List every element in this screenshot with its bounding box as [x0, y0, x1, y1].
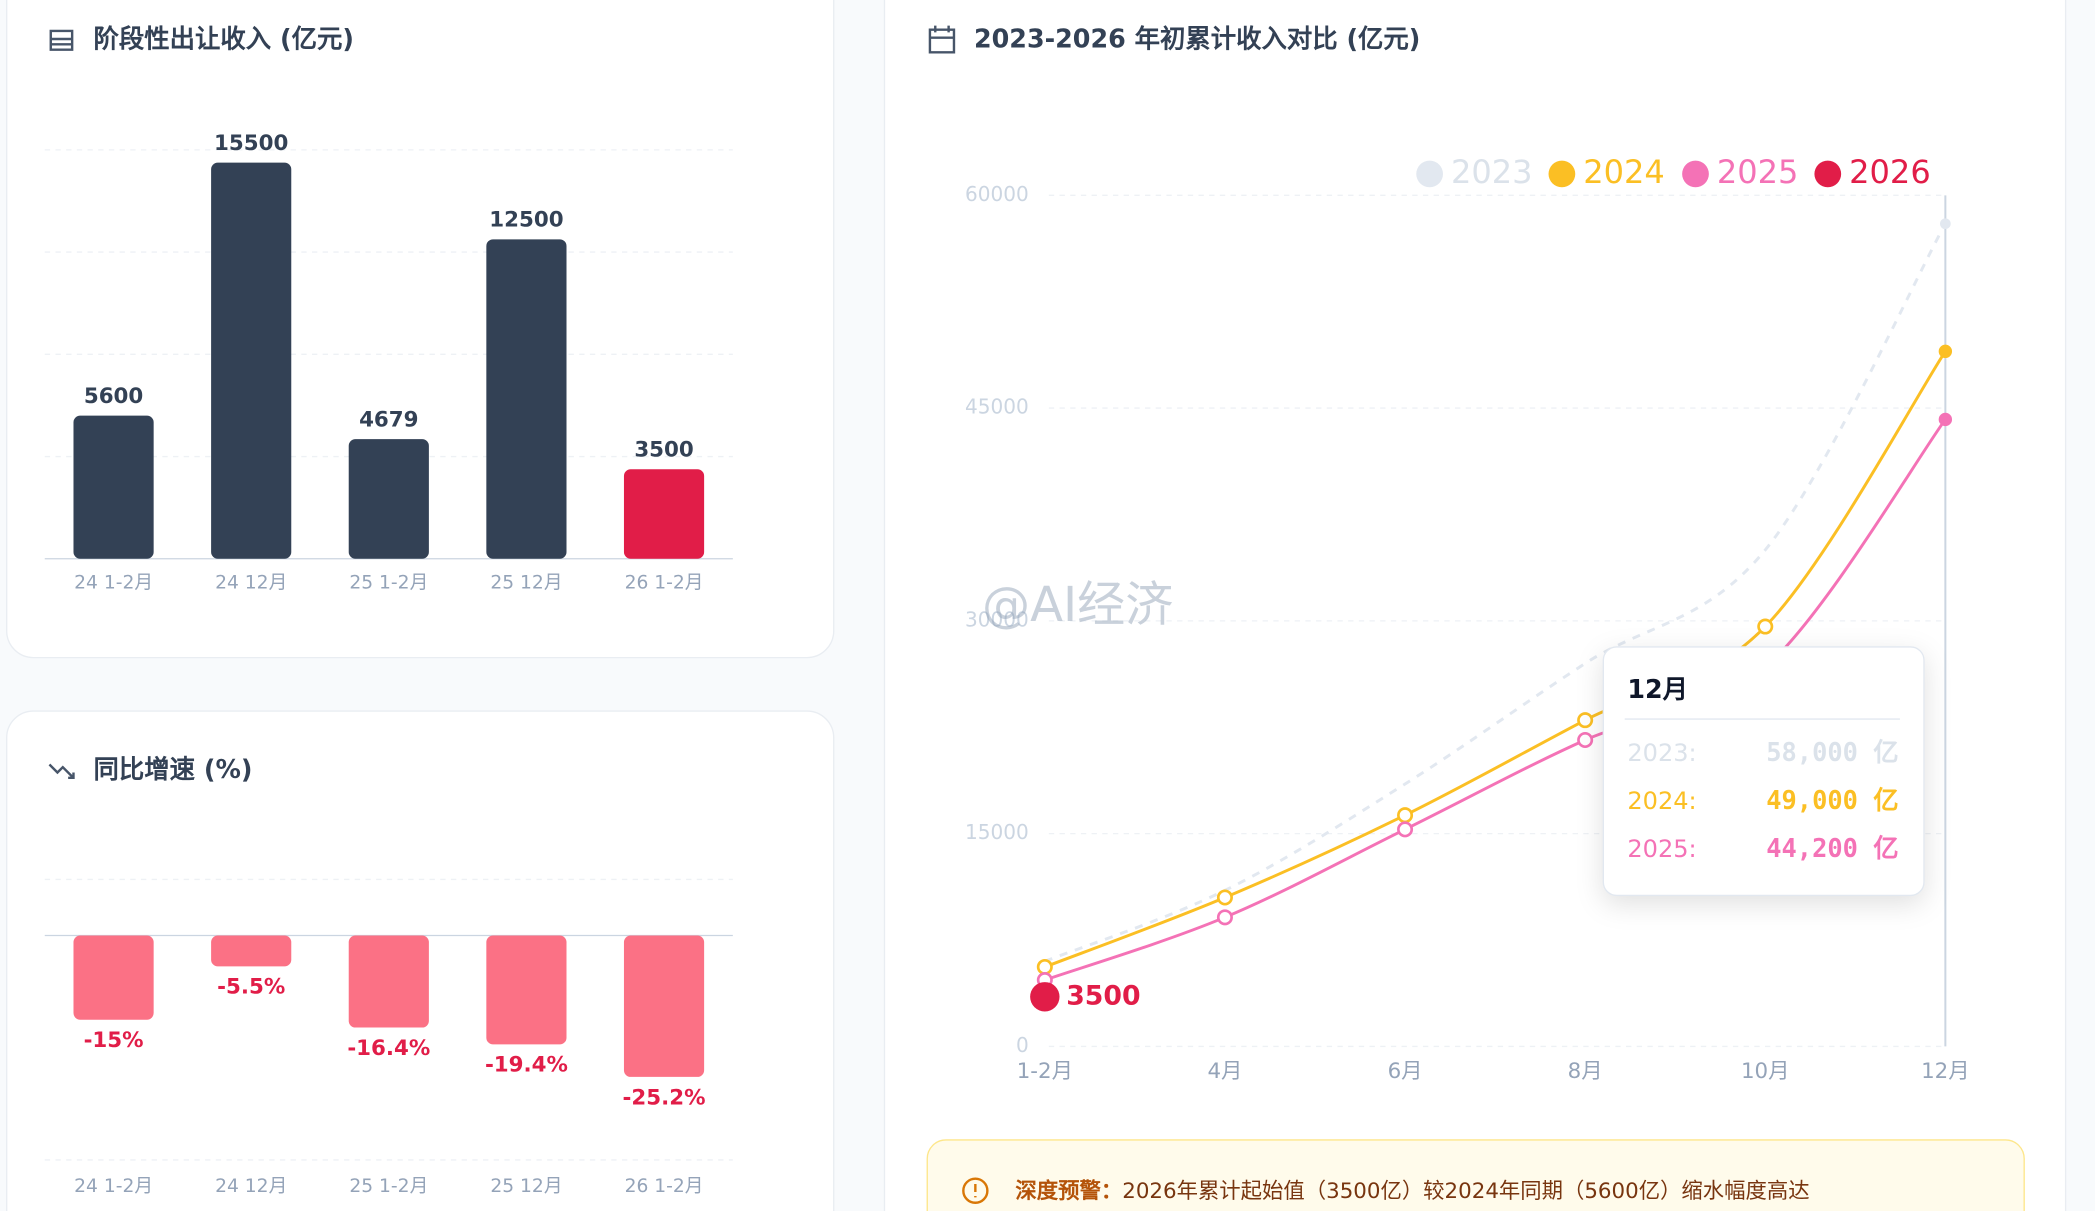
x-tick-label: 26 1-2月 [625, 1176, 704, 1197]
data-label: 3500 [1066, 980, 1140, 1011]
point [1030, 982, 1060, 1012]
data-label: 12500 [489, 208, 563, 233]
bar [211, 162, 292, 559]
point [1216, 889, 1233, 906]
x-tick-label: 24 12月 [215, 572, 287, 593]
legend-swatch [1814, 160, 1842, 188]
x-tick-label: 25 1-2月 [349, 572, 428, 593]
point [1757, 618, 1774, 635]
point [1216, 909, 1233, 926]
tooltip-title: 12月 [1627, 674, 1688, 704]
bar [623, 469, 705, 559]
bar [486, 935, 567, 1045]
x-tick-label: 4月 [1207, 1059, 1242, 1084]
x-tick-label: 24 12月 [215, 1176, 287, 1197]
tooltip-value: 44,200 亿 [1766, 833, 1898, 863]
legend-label: 2025 [1717, 153, 1799, 191]
y-tick-label: 30000 [965, 607, 1029, 631]
y-tick-label: 15000 [965, 820, 1029, 844]
plots: 5600 24 1-2月 15500 24 12月 4679 25 1-2月 12500 25… [44, 131, 1970, 1197]
x-tick-label: 10月 [1741, 1059, 1790, 1084]
icon [928, 25, 956, 54]
y-tick-label: 45000 [965, 395, 1029, 419]
x-tick-label: 24 1-2月 [74, 572, 153, 593]
legend-label: 2026 [1849, 153, 1931, 191]
x-tick-label: 8月 [1568, 1059, 1603, 1084]
icon [49, 29, 74, 51]
card [883, 0, 2067, 1211]
chart-title: 同比增速 (%) [94, 754, 253, 784]
bar [211, 935, 292, 967]
tooltip-value: 58,000 亿 [1766, 737, 1898, 767]
legend-label: 2024 [1583, 153, 1665, 191]
legend-swatch [1682, 160, 1709, 188]
x-tick-label: 24 1-2月 [74, 1176, 153, 1197]
icon [48, 763, 75, 780]
alert-label: 深度预警： [1015, 1178, 1122, 1204]
chart-title: 阶段性出让收入 (亿元) [94, 23, 354, 53]
tooltip-value: 49,000 亿 [1766, 785, 1898, 815]
bar [73, 935, 154, 1020]
y-tick-label: 60000 [965, 182, 1029, 206]
data-label: -16.4% [347, 1036, 430, 1061]
point [1577, 712, 1594, 729]
chart-title: 2023-2026 年初累计收入对比 (亿元) [974, 23, 1420, 53]
alert-icon [962, 1177, 989, 1204]
x-tick-label: 12月 [1921, 1059, 1970, 1084]
data-label: -19.4% [485, 1053, 568, 1078]
legend-swatch [1416, 160, 1443, 188]
alert-body: 2026年累计起始值（3500亿）较2024年同期（5600亿）缩水幅度高达 [1122, 1179, 1809, 1204]
bar [623, 935, 705, 1077]
legend-swatch [1548, 160, 1576, 188]
bar [348, 439, 429, 559]
data-label: -25.2% [623, 1085, 706, 1110]
data-label: 15500 [214, 131, 288, 156]
bar [73, 415, 154, 559]
alert-text: 深度预警：2026年累计起始值（3500亿）较2024年同期（5600亿）缩水幅… [1015, 1178, 1809, 1204]
x-tick-label: 6月 [1388, 1059, 1423, 1084]
point [1938, 412, 1953, 427]
x-tick-label: 26 1-2月 [625, 572, 704, 593]
alert-box [926, 1139, 2025, 1211]
data-label: 4679 [359, 407, 418, 432]
point [1397, 821, 1414, 838]
legend-label: 2023 [1451, 153, 1533, 191]
data-label: 3500 [634, 438, 693, 463]
watermark: @AI经济 [982, 577, 1173, 633]
bar [486, 239, 567, 559]
x-tick-label: 25 12月 [490, 572, 562, 593]
point [1577, 732, 1594, 749]
data-label: 5600 [84, 384, 143, 409]
tooltip-label: 2025: [1627, 835, 1696, 863]
point [1940, 218, 1951, 230]
data-label: -15% [84, 1028, 144, 1053]
point [1036, 958, 1053, 975]
data-label: -5.5% [217, 975, 285, 1000]
x-tick-label: 25 1-2月 [349, 1176, 428, 1197]
x-tick-label: 25 12月 [490, 1176, 562, 1197]
x-tick-label: 1-2月 [1017, 1059, 1073, 1084]
tooltip-label: 2024: [1627, 787, 1696, 815]
point [1397, 807, 1414, 824]
tooltip-label: 2023: [1627, 739, 1696, 767]
point [1938, 344, 1953, 359]
y-tick-label: 0 [1016, 1033, 1029, 1057]
bar [348, 935, 429, 1028]
tooltip [1602, 646, 1925, 897]
